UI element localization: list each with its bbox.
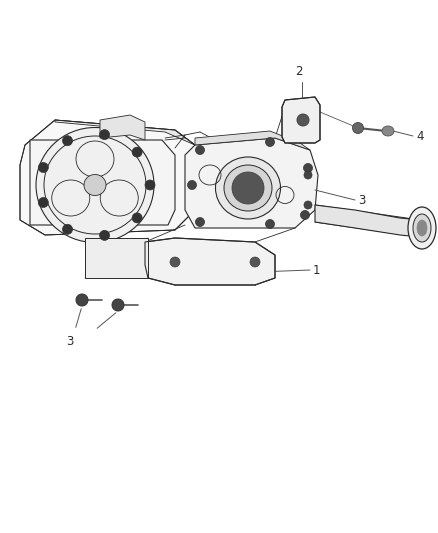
Text: 3: 3 xyxy=(66,335,74,348)
Circle shape xyxy=(112,299,124,311)
Circle shape xyxy=(132,147,142,157)
Circle shape xyxy=(99,230,110,240)
Polygon shape xyxy=(85,238,148,278)
Polygon shape xyxy=(20,120,194,235)
Ellipse shape xyxy=(412,214,430,242)
Text: 1: 1 xyxy=(312,263,320,277)
Circle shape xyxy=(76,294,88,306)
Circle shape xyxy=(62,136,72,146)
Polygon shape xyxy=(30,140,175,225)
Circle shape xyxy=(145,180,155,190)
Circle shape xyxy=(265,138,274,147)
Circle shape xyxy=(303,164,312,173)
Ellipse shape xyxy=(84,174,106,196)
Polygon shape xyxy=(281,97,319,143)
Circle shape xyxy=(300,211,309,220)
Circle shape xyxy=(265,220,274,229)
Text: 4: 4 xyxy=(415,130,423,142)
Ellipse shape xyxy=(215,157,280,219)
Circle shape xyxy=(231,172,263,204)
Circle shape xyxy=(249,257,259,267)
Circle shape xyxy=(38,198,48,207)
Ellipse shape xyxy=(416,220,426,236)
Circle shape xyxy=(195,217,204,227)
Circle shape xyxy=(195,146,204,155)
Circle shape xyxy=(352,123,363,133)
Polygon shape xyxy=(55,120,194,145)
Circle shape xyxy=(132,213,142,223)
Text: 2: 2 xyxy=(295,65,302,78)
Ellipse shape xyxy=(36,127,154,243)
Ellipse shape xyxy=(407,207,435,249)
Circle shape xyxy=(99,130,110,140)
Polygon shape xyxy=(100,115,145,140)
Circle shape xyxy=(303,201,311,209)
Polygon shape xyxy=(314,205,419,237)
Polygon shape xyxy=(184,138,317,228)
Polygon shape xyxy=(145,238,274,285)
Circle shape xyxy=(170,257,180,267)
Text: 3: 3 xyxy=(357,193,364,206)
Ellipse shape xyxy=(223,165,272,211)
Circle shape xyxy=(38,163,48,173)
Circle shape xyxy=(303,171,311,179)
Circle shape xyxy=(62,224,72,235)
Polygon shape xyxy=(194,131,309,150)
Circle shape xyxy=(297,114,308,126)
Ellipse shape xyxy=(381,126,393,136)
Circle shape xyxy=(187,181,196,190)
